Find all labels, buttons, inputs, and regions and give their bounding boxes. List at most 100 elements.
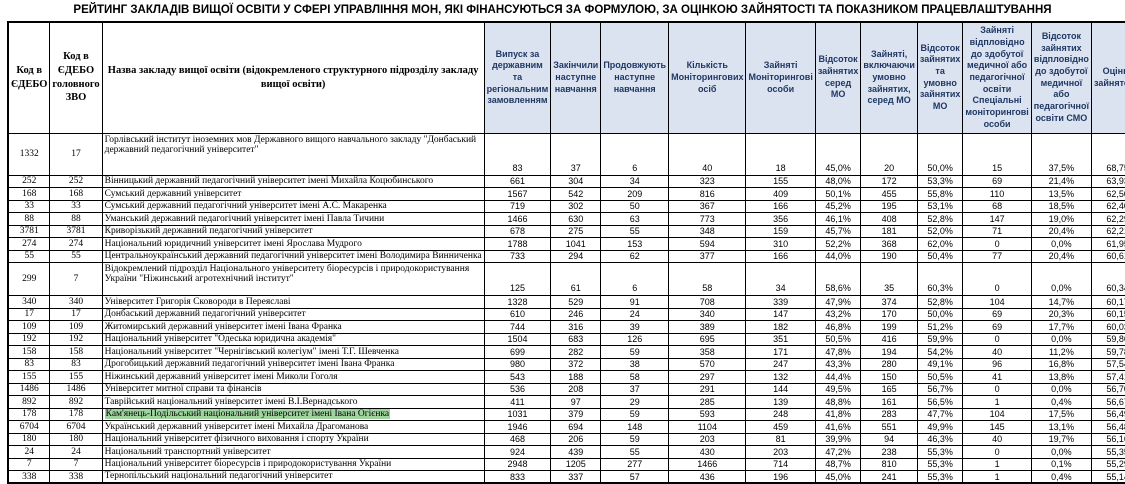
cell-code-main: 158 <box>49 345 103 359</box>
cell-employment-score: 59,78 <box>1091 345 1125 359</box>
table-row-168: 168 168 Сумський державний університет 1567… <box>7 187 1125 201</box>
cell-employed-incl-conditional: 241 <box>860 470 918 484</box>
cell-code: 338 <box>7 470 51 484</box>
cell-employed-monitoring: 139 <box>745 395 816 409</box>
table-row-338: 338 338 Тернопільський національний педаго… <box>7 470 1125 484</box>
cell-code-main: 192 <box>49 332 103 346</box>
cell-monitoring-persons-count: 323 <box>668 174 747 188</box>
cell-finished-next-study: 61 <box>550 262 602 296</box>
cell-continue-next-study: 6 <box>600 132 670 176</box>
cell-employed-monitoring: 351 <box>745 332 816 346</box>
cell-percent-by-degree-smo: 21,4% <box>1030 174 1093 188</box>
cell-code: 892 <box>7 395 51 409</box>
cell-institution-name: Університет Григорія Сковороди в Переясл… <box>101 295 485 309</box>
cell-code: 33 <box>7 199 51 213</box>
cell-percent-by-degree-smo: 18,5% <box>1030 199 1093 213</box>
cell-graduates-state-order: 83 <box>483 132 552 176</box>
cell-code-main: 892 <box>49 395 103 409</box>
cell-employment-score: 57,54 <box>1091 357 1125 371</box>
cell-code-main: 340 <box>49 295 103 309</box>
cell-continue-next-study: 126 <box>600 332 670 346</box>
cell-employed-monitoring: 81 <box>745 432 816 446</box>
cell-institution-name: Національний університет "Одеська юридич… <box>101 332 485 346</box>
cell-employment-score: 56,48 <box>1091 420 1125 434</box>
cell-institution-name: Університет митної справи та фінансів <box>101 382 485 396</box>
column-header-name: Назва закладу вищої освіти (відокремлено… <box>101 21 485 134</box>
cell-code-main: 338 <box>49 470 103 484</box>
cell-employed-incl-conditional: 172 <box>860 174 918 188</box>
cell-institution-name: Сумський державний педагогічний універси… <box>101 199 485 213</box>
cell-institution-name: Національний транспортний університет <box>101 445 485 459</box>
cell-graduates-state-order: 1788 <box>483 237 552 251</box>
cell-finished-next-study: 372 <box>550 357 602 371</box>
cell-finished-next-study: 206 <box>550 432 602 446</box>
cell-employed-monitoring: 166 <box>745 199 816 213</box>
cell-percent-by-degree-smo: 0,1% <box>1030 457 1093 471</box>
cell-graduates-state-order: 699 <box>483 345 552 359</box>
cell-employed-by-degree-smo: 0 <box>962 382 1032 396</box>
table-row-24: 24 24 Національний транспортний університе… <box>7 445 1125 459</box>
cell-employed-by-degree-smo: 104 <box>962 407 1032 421</box>
cell-percent-incl-conditional: 59,9% <box>916 332 964 346</box>
table-header-row: Код в ЄДЕБО Код в ЄДЕБО головного ЗВО Назв… <box>7 21 1125 134</box>
cell-employment-score: 55,35 <box>1091 445 1125 459</box>
cell-finished-next-study: 294 <box>550 249 602 263</box>
spreadsheet-page: { "title": "РЕЙТИНГ ЗАКЛАДІВ ВИЩОЇ ОСВІТ… <box>7 4 1125 484</box>
cell-percent-by-degree-smo: 13,8% <box>1030 370 1093 384</box>
cell-code: 6704 <box>7 420 51 434</box>
cell-code: 299 <box>7 262 51 296</box>
cell-continue-next-study: 29 <box>600 395 670 409</box>
cell-institution-name: Уманський державний педагогічний універс… <box>101 212 485 226</box>
cell-graduates-state-order: 468 <box>483 432 552 446</box>
cell-employed-by-degree-smo: 1 <box>962 395 1032 409</box>
cell-employed-incl-conditional: 194 <box>860 345 918 359</box>
cell-code-main: 7 <box>49 457 103 471</box>
cell-graduates-state-order: 411 <box>483 395 552 409</box>
cell-employed-incl-conditional: 238 <box>860 445 918 459</box>
cell-employed-incl-conditional: 181 <box>860 224 918 238</box>
cell-percent-incl-conditional: 56,7% <box>916 382 964 396</box>
column-header-monitoring-persons-count: Кількість Моніторингових осіб <box>668 21 747 134</box>
cell-institution-name: Дрогобицький державний педагогічний унів… <box>101 357 485 371</box>
cell-percent-employed-mo: 44,0% <box>814 249 862 263</box>
cell-percent-incl-conditional: 51,2% <box>916 320 964 334</box>
cell-monitoring-persons-count: 291 <box>668 382 747 396</box>
table-row-109: 109 109 Житомирський державний університет… <box>7 320 1125 334</box>
cell-percent-incl-conditional: 53,3% <box>916 174 964 188</box>
cell-finished-next-study: 302 <box>550 199 602 213</box>
cell-employed-incl-conditional: 551 <box>860 420 918 434</box>
cell-continue-next-study: 58 <box>600 370 670 384</box>
cell-institution-name: Горлівський інститут іноземних мов Держа… <box>101 132 485 176</box>
cell-employed-monitoring: 356 <box>745 212 816 226</box>
cell-percent-incl-conditional: 52,8% <box>916 295 964 309</box>
cell-code: 168 <box>7 187 51 201</box>
cell-percent-incl-conditional: 50,5% <box>916 370 964 384</box>
cell-code: 3781 <box>7 224 51 238</box>
cell-institution-name: Національний юридичний університет імені… <box>101 237 485 251</box>
cell-employed-by-degree-smo: 69 <box>962 320 1032 334</box>
cell-percent-by-degree-smo: 13,5% <box>1030 187 1093 201</box>
cell-employed-by-degree-smo: 68 <box>962 199 1032 213</box>
cell-code-main: 178 <box>49 407 103 421</box>
column-header-continue-next-study: Продовжують наступне навчання <box>600 21 670 134</box>
cell-percent-employed-mo: 48,0% <box>814 174 862 188</box>
cell-graduates-state-order: 678 <box>483 224 552 238</box>
table-row-158: 158 158 Національний університет "Чернігів… <box>7 345 1125 359</box>
cell-employment-score: 56,16 <box>1091 432 1125 446</box>
cell-monitoring-persons-count: 367 <box>668 199 747 213</box>
cell-monitoring-persons-count: 570 <box>668 357 747 371</box>
cell-employed-incl-conditional: 455 <box>860 187 918 201</box>
cell-employment-score: 68,75 <box>1091 132 1125 176</box>
cell-code-main: 155 <box>49 370 103 384</box>
cell-employed-by-degree-smo: 71 <box>962 224 1032 238</box>
cell-percent-by-degree-smo: 20,4% <box>1030 249 1093 263</box>
cell-monitoring-persons-count: 40 <box>668 132 747 176</box>
cell-monitoring-persons-count: 1466 <box>668 457 747 471</box>
cell-institution-name: Кам'янець-Подільський національний уніве… <box>101 407 485 421</box>
cell-code-main: 6704 <box>49 420 103 434</box>
cell-employed-by-degree-smo: 40 <box>962 432 1032 446</box>
cell-percent-by-degree-smo: 0,4% <box>1030 395 1093 409</box>
cell-percent-employed-mo: 41,8% <box>814 407 862 421</box>
cell-code: 252 <box>7 174 51 188</box>
cell-percent-employed-mo: 45,0% <box>814 132 862 176</box>
